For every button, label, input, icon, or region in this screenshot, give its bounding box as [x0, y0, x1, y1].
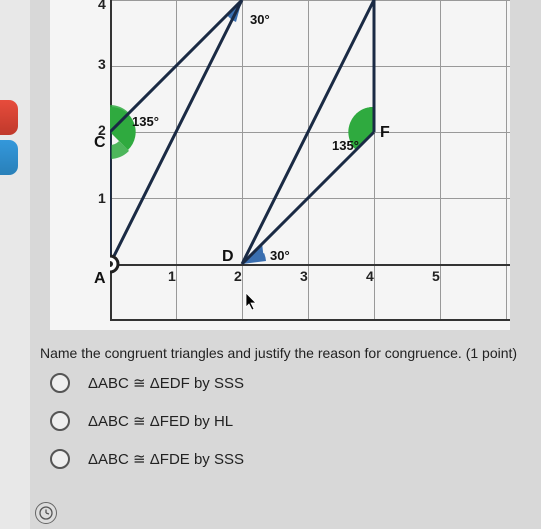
radio-icon[interactable]: [50, 449, 70, 469]
option-2[interactable]: ΔABC ≅ ΔFED by HL: [40, 411, 535, 431]
angle-d-label: 30°: [270, 248, 290, 263]
point-f-label: F: [380, 124, 390, 142]
nav-tab-red[interactable]: [0, 100, 18, 135]
x-tick-5: 5: [432, 268, 440, 284]
question-text: Name the congruent triangles and justify…: [40, 345, 535, 361]
option-1-label: ΔABC ≅ ΔEDF by SSS: [88, 374, 244, 392]
option-3[interactable]: ΔABC ≅ ΔFDE by SSS: [40, 449, 535, 469]
y-tick-3: 3: [98, 56, 106, 72]
y-tick-1: 1: [98, 190, 106, 206]
option-2-label: ΔABC ≅ ΔFED by HL: [88, 412, 233, 430]
angle-b-label: 30°: [250, 12, 270, 27]
angle-f-label: 135°: [332, 138, 359, 153]
y-tick-4: 4: [98, 0, 106, 12]
x-tick-1: 1: [168, 268, 176, 284]
point-c-label: C: [94, 134, 106, 152]
option-1[interactable]: ΔABC ≅ ΔEDF by SSS: [40, 373, 535, 393]
option-3-label: ΔABC ≅ ΔFDE by SSS: [88, 450, 244, 468]
radio-icon[interactable]: [50, 411, 70, 431]
radio-icon[interactable]: [50, 373, 70, 393]
angle-c-label: 135°: [132, 114, 159, 129]
graph-panel: 1 2 3 4 5 1 2 3 4: [50, 0, 510, 330]
point-a-label: A: [94, 270, 106, 288]
point-d-label: D: [222, 248, 234, 266]
side-tabs: [0, 100, 20, 180]
x-tick-2: 2: [234, 268, 242, 284]
nav-tab-blue[interactable]: [0, 140, 18, 175]
question-block: Name the congruent triangles and justify…: [40, 345, 535, 487]
x-tick-4: 4: [366, 268, 374, 284]
clock-icon[interactable]: [35, 502, 57, 524]
x-tick-3: 3: [300, 268, 308, 284]
coordinate-grid: 1 2 3 4 5 1 2 3 4: [110, 0, 510, 320]
